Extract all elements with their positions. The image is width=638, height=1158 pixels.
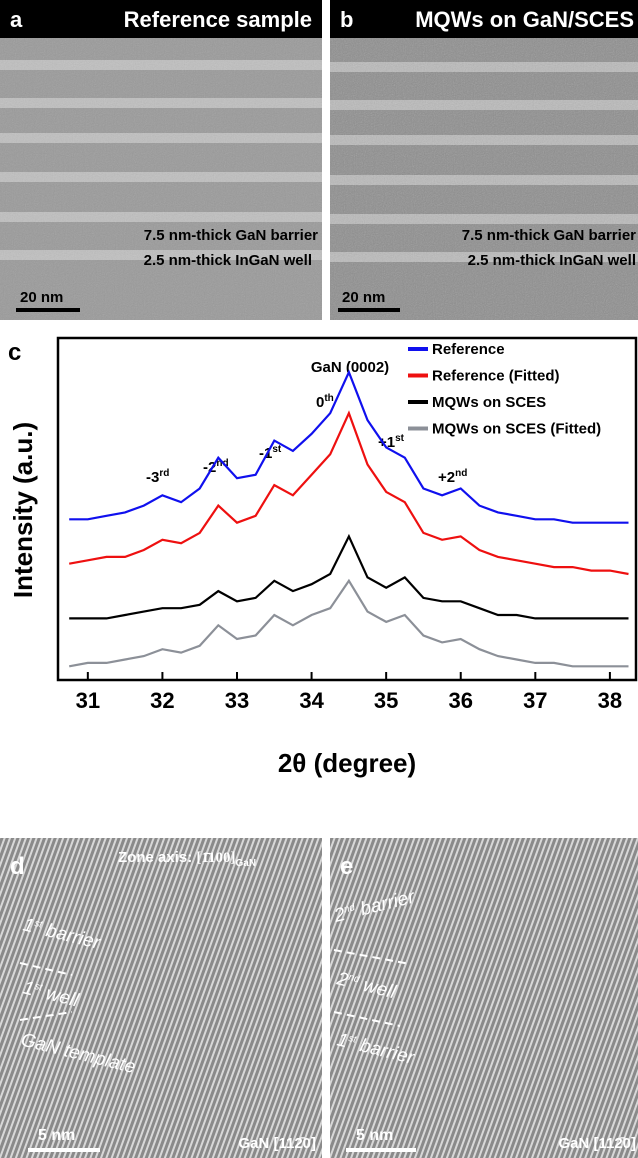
- panel-c: c Intensity (a.u.) 2θ (degree) GaN (0002…: [8, 336, 638, 778]
- scale-bar-label: 20 nm: [342, 289, 385, 306]
- x-tick-label: 37: [523, 688, 547, 713]
- plot-frame: [56, 336, 638, 682]
- hrtem-image: [0, 838, 322, 1158]
- scale-bar-label: 5 nm: [38, 1127, 75, 1144]
- panel-a: a Reference sample 7.5 nm-thick GaN barr…: [0, 0, 322, 320]
- scale-bar-label: 5 nm: [356, 1127, 393, 1144]
- x-tick-label: 32: [150, 688, 174, 713]
- peak-label: -3rd: [146, 468, 169, 486]
- scale-bar: [28, 1148, 100, 1152]
- x-axis-label: 2θ (degree): [278, 748, 416, 778]
- data-line: [69, 369, 629, 524]
- scale-bar: [338, 308, 400, 312]
- direction-label: GaN [112̄0]: [238, 1135, 316, 1152]
- panel-b: b MQWs on GaN/SCES 7.5 nm-thick GaN barr…: [330, 0, 638, 320]
- panel-label: d: [10, 853, 25, 880]
- legend-label: MQWs on SCES (Fitted): [432, 421, 601, 438]
- zone-axis: Zone axis: [1̄100]GaN: [118, 849, 256, 869]
- x-tick-label: 33: [225, 688, 249, 713]
- scale-bar: [346, 1148, 416, 1152]
- panel-label: c: [8, 339, 21, 366]
- panel-e: e 2nd barrier 2nd well 1st barrier 5 nm …: [330, 838, 638, 1158]
- panel-label: e: [340, 853, 353, 880]
- x-tick-label: 34: [299, 688, 324, 713]
- scale-bar-label: 20 nm: [20, 289, 63, 306]
- x-tick-label: 35: [374, 688, 398, 713]
- barrier-label: 7.5 nm-thick GaN barrier: [144, 227, 318, 244]
- panel-title: MQWs on GaN/SCES: [415, 7, 634, 32]
- direction-label: GaN [112̄0]: [558, 1135, 636, 1152]
- hrtem-image: [330, 838, 638, 1158]
- scale-bar: [16, 308, 80, 312]
- peak-label: +2nd: [438, 468, 467, 486]
- legend-label: Reference (Fitted): [432, 368, 560, 385]
- panel-label: b: [340, 7, 353, 32]
- data-line: [69, 410, 629, 576]
- y-axis-label: Intensity (a.u.): [8, 422, 38, 598]
- header-bar: [0, 0, 322, 38]
- barrier-label: 7.5 nm-thick GaN barrier: [462, 227, 636, 244]
- data-line: [69, 578, 629, 668]
- peak-label: GaN (0002): [311, 359, 389, 376]
- legend-label: MQWs on SCES: [432, 394, 546, 411]
- header-bar: [330, 0, 638, 38]
- legend-label: Reference: [432, 341, 505, 358]
- panel-d: d Zone axis: [1̄100]GaN 1st barrier 1st …: [0, 838, 322, 1158]
- x-tick-label: 31: [76, 688, 100, 713]
- x-tick-label: 38: [598, 688, 622, 713]
- panel-label: a: [10, 7, 23, 32]
- data-line: [69, 533, 629, 620]
- x-tick-label: 36: [448, 688, 472, 713]
- well-label: 2.5 nm-thick InGaN well: [144, 252, 312, 269]
- peak-label: +1st: [378, 433, 405, 451]
- panel-title: Reference sample: [124, 7, 312, 32]
- peak-label: 0th: [316, 393, 334, 411]
- well-label: 2.5 nm-thick InGaN well: [468, 252, 636, 269]
